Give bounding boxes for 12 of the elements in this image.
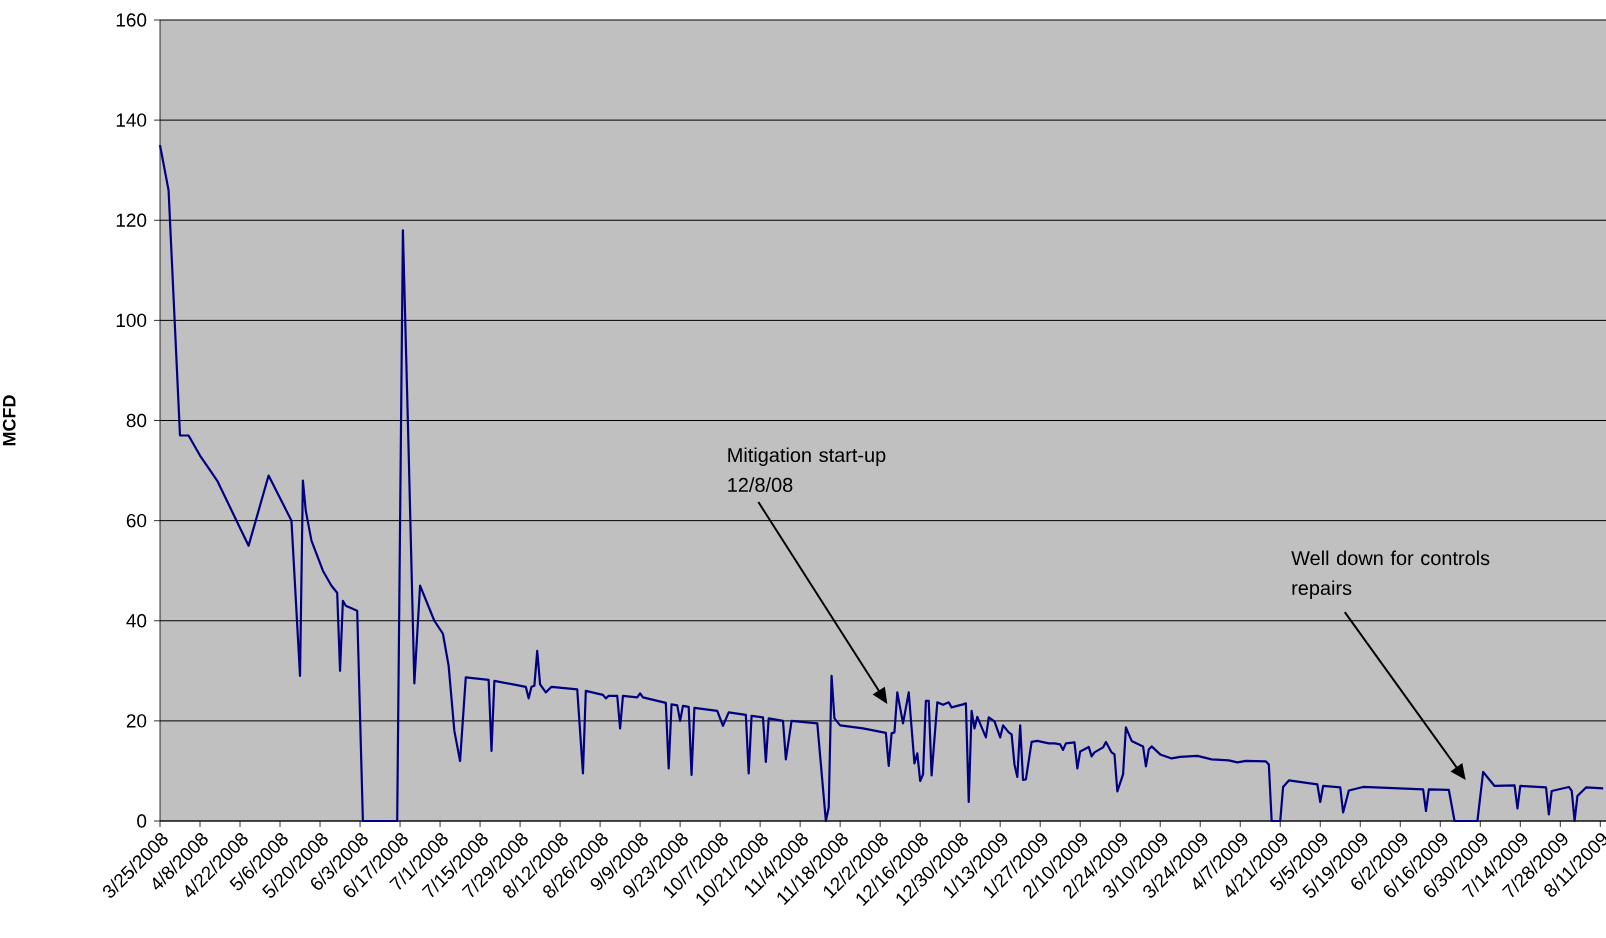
y-tick-label: 120 [116,213,147,227]
y-tick-label: 20 [126,714,147,728]
annotation: Mitigation start-up 12/8/08 [728,447,886,492]
y-tick-label: 60 [126,513,147,528]
y-tick-label: 160 [116,13,147,27]
annotation: Well down for controls repairs [1291,550,1490,599]
y-tick-label: 100 [116,313,147,328]
y-axis-title: MCFD [2,395,16,446]
y-tick-label: 140 [116,113,147,127]
y-tick-label: 0 [137,814,147,828]
y-tick-label: 40 [126,614,147,628]
y-tick-label: 80 [126,413,147,428]
